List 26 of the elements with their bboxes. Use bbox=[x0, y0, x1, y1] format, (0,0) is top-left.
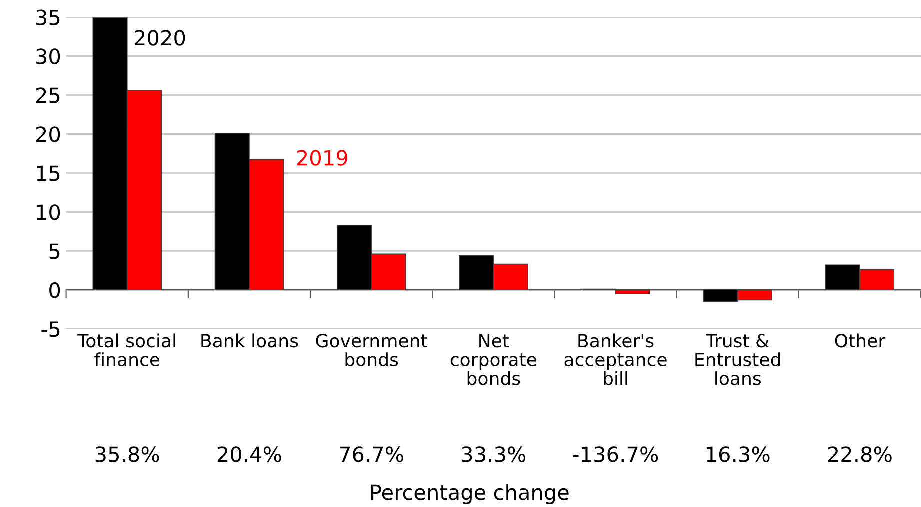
text: 20.4% bbox=[218, 446, 282, 462]
y-tick-label: 25 bbox=[36, 88, 60, 104]
series-label: 2019 bbox=[297, 150, 348, 166]
text: 16.3% bbox=[707, 446, 770, 462]
y-tick-label: 10 bbox=[37, 204, 60, 220]
y-tick-label: 5 bbox=[50, 244, 60, 260]
x-tick-label: Government bonds bbox=[316, 334, 428, 367]
y-tick-label: 30 bbox=[36, 48, 60, 64]
y-tick-label: -5 bbox=[42, 322, 60, 338]
y-tick-label: 20 bbox=[36, 126, 60, 142]
x-tick-label: Net corporate bonds bbox=[450, 334, 536, 386]
text: 76.7% bbox=[340, 446, 404, 462]
text: 22.8% bbox=[828, 446, 892, 462]
x-tick-label: Bank loans bbox=[202, 334, 298, 348]
x-tick-label: Total social finance bbox=[78, 334, 176, 367]
x-tick-label: Trust & Entrusted loans bbox=[696, 334, 780, 386]
text: -136.7% bbox=[573, 446, 658, 462]
x-tick-label: Banker's acceptance bill bbox=[564, 334, 667, 386]
y-tick-label: 15 bbox=[37, 166, 60, 182]
x-axis-title: Percentage change bbox=[372, 484, 569, 504]
x-tick-label: Other bbox=[835, 334, 886, 348]
y-tick-label: 0 bbox=[50, 282, 60, 298]
series-label: 2020 bbox=[134, 30, 186, 46]
text: 33.3% bbox=[462, 446, 526, 462]
y-tick-label: 35 bbox=[36, 10, 60, 26]
text: 35.8% bbox=[96, 446, 160, 462]
